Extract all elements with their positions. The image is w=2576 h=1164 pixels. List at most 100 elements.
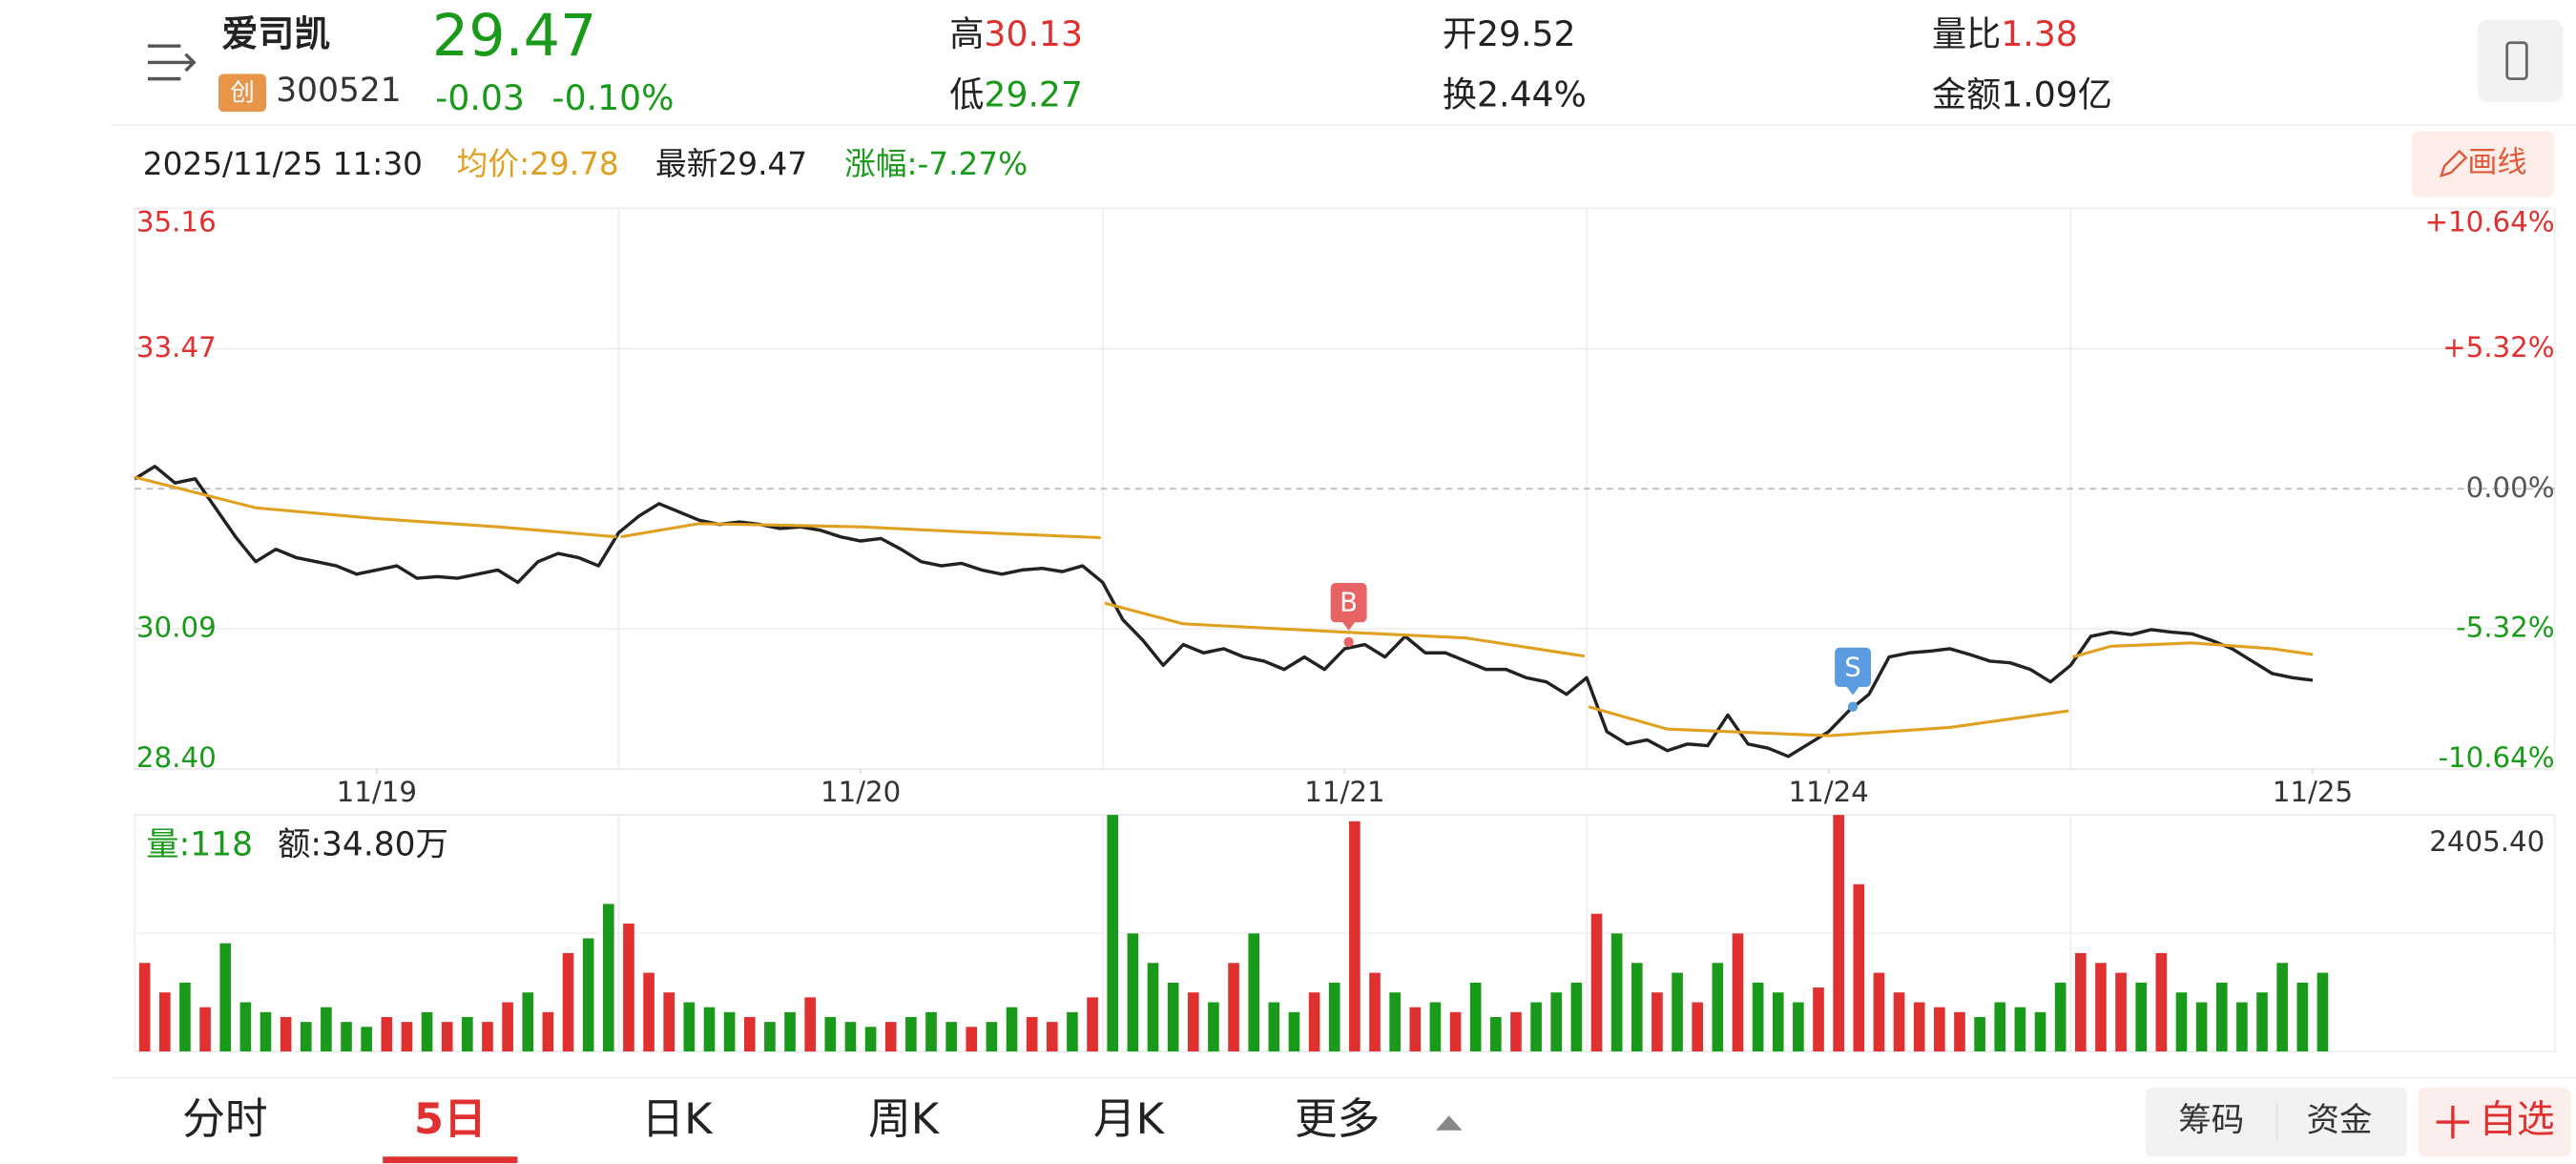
stat-value: 30.13 bbox=[984, 13, 1083, 54]
stat: 换2.44% bbox=[1443, 74, 1587, 115]
volume-bar bbox=[1934, 1007, 1945, 1052]
volume-bar bbox=[1490, 1016, 1502, 1052]
volume-bar bbox=[1590, 913, 1603, 1052]
stat: 低29.27 bbox=[949, 74, 1083, 115]
device-button[interactable] bbox=[2477, 19, 2564, 102]
volume-bar bbox=[1813, 987, 1824, 1052]
y-tick-label: 35.16 bbox=[136, 206, 217, 239]
volume-bar bbox=[1268, 1002, 1280, 1052]
volume-bar bbox=[441, 1022, 453, 1052]
volume-bar bbox=[2014, 1007, 2026, 1052]
menu-icon[interactable] bbox=[147, 44, 197, 81]
charts: +10.64% +5.32% 0.00% -5.32% -10.64% 35.16 33.4… bbox=[134, 206, 2555, 1052]
volume-bar bbox=[1772, 992, 1784, 1052]
amount-label: 额:34.80万 bbox=[278, 825, 448, 863]
volume-bar bbox=[1510, 1011, 1522, 1052]
stat-value: 29.27 bbox=[984, 74, 1083, 115]
volume-bar bbox=[2095, 963, 2107, 1052]
volume-bar bbox=[643, 972, 654, 1052]
annotation-box bbox=[1330, 582, 1367, 623]
stat-label: 金额 bbox=[1932, 74, 2001, 115]
volume-bar bbox=[1853, 883, 1865, 1052]
volume-bar bbox=[1652, 992, 1663, 1052]
tab[interactable]: 分时 bbox=[182, 1093, 268, 1144]
y2-tick-label: 0.00% bbox=[2466, 471, 2555, 504]
tab[interactable]: 5日 bbox=[414, 1093, 487, 1144]
volume-bar bbox=[1107, 815, 1119, 1052]
change: -0.03 bbox=[435, 77, 525, 118]
stat-value: 1.38 bbox=[2001, 13, 2078, 54]
volume-bar bbox=[1429, 1002, 1442, 1052]
stat: 量比1.38 bbox=[1932, 13, 2078, 54]
volume-bar bbox=[401, 1022, 413, 1052]
more-arrow[interactable] bbox=[1435, 1115, 1463, 1131]
stat-label: 换 bbox=[1443, 74, 1477, 115]
volume-bar bbox=[804, 997, 816, 1052]
volume-bar bbox=[864, 1027, 877, 1052]
volume-bar bbox=[1087, 997, 1098, 1052]
volume-bar bbox=[219, 943, 232, 1052]
y-tick-label: 30.09 bbox=[136, 612, 217, 644]
volume-bar bbox=[1752, 982, 1764, 1052]
volume-bar bbox=[179, 982, 191, 1052]
chips-button[interactable]: 筹码 bbox=[2178, 1102, 2244, 1140]
stat-label: 低 bbox=[949, 74, 984, 115]
funds-button[interactable]: 资金 bbox=[2307, 1102, 2373, 1140]
watch-button[interactable] bbox=[2418, 1087, 2571, 1157]
draw-button[interactable] bbox=[2411, 131, 2555, 197]
volume-bar bbox=[764, 1022, 776, 1052]
volume-bar bbox=[1833, 815, 1844, 1052]
volume-bar bbox=[1127, 933, 1139, 1052]
stats: 高30.13 开29.52 量比1.38 低29.27 换2.44% 金额1.09亿 bbox=[949, 13, 2112, 115]
x-tick-label: 11/20 bbox=[821, 776, 901, 808]
x-tick-label: 11/19 bbox=[337, 776, 417, 808]
volume-bar bbox=[582, 938, 594, 1052]
volume-bar bbox=[2175, 992, 2188, 1052]
volume-bar bbox=[844, 1022, 857, 1052]
volume-bar bbox=[2135, 982, 2148, 1052]
volume-bar bbox=[2296, 982, 2309, 1052]
volume-bar bbox=[381, 1016, 393, 1052]
volume-bar bbox=[2276, 963, 2288, 1052]
price: 29.47 bbox=[432, 3, 596, 70]
volume-bar bbox=[199, 1007, 211, 1052]
annotation-pointer bbox=[1341, 621, 1356, 631]
volume-bar bbox=[2215, 982, 2228, 1052]
tab[interactable]: 周K bbox=[868, 1093, 941, 1144]
volume-bar bbox=[602, 904, 614, 1052]
annotation-label: S bbox=[1844, 652, 1861, 682]
volume-bar bbox=[1550, 992, 1563, 1052]
tab[interactable]: 日K bbox=[641, 1093, 714, 1144]
tab[interactable]: 月K bbox=[1093, 1093, 1166, 1144]
volume-bar bbox=[542, 1011, 554, 1052]
volume-bar bbox=[138, 963, 151, 1052]
draw-button-label: 画线 bbox=[2467, 146, 2526, 180]
volume-bar bbox=[300, 1022, 312, 1052]
volume-bar bbox=[1873, 972, 1885, 1052]
volume-bar bbox=[743, 1016, 756, 1052]
volume-bar bbox=[1328, 982, 1340, 1052]
volume-bar bbox=[562, 952, 574, 1052]
volume-bar bbox=[1974, 1016, 1985, 1052]
stat-label: 开 bbox=[1443, 13, 1477, 54]
volume-bar bbox=[1167, 982, 1179, 1052]
volume-bar bbox=[1732, 933, 1744, 1052]
plus-icon bbox=[2436, 1105, 2470, 1139]
annotation-box bbox=[1835, 647, 1871, 688]
avg-price: 均价:29.78 bbox=[457, 146, 619, 182]
volume-bar bbox=[239, 1002, 252, 1052]
volume-bar bbox=[1308, 992, 1320, 1052]
badge-bg bbox=[218, 73, 266, 113]
tabs: 分时 5日 日K 周K 月K 更多 bbox=[182, 1093, 1381, 1164]
volume-bar bbox=[925, 1011, 937, 1052]
tab-underline bbox=[383, 1156, 518, 1164]
tab[interactable]: 更多 bbox=[1295, 1093, 1381, 1144]
volume-bar bbox=[1449, 1011, 1462, 1052]
watch-button-label: 自选 bbox=[2479, 1098, 2554, 1142]
volume-bar bbox=[1631, 963, 1643, 1052]
datetime: 2025/11/25 11:30 bbox=[143, 146, 423, 182]
y2-tick-label: +5.32% bbox=[2442, 331, 2554, 364]
volume-bar bbox=[1389, 992, 1401, 1052]
